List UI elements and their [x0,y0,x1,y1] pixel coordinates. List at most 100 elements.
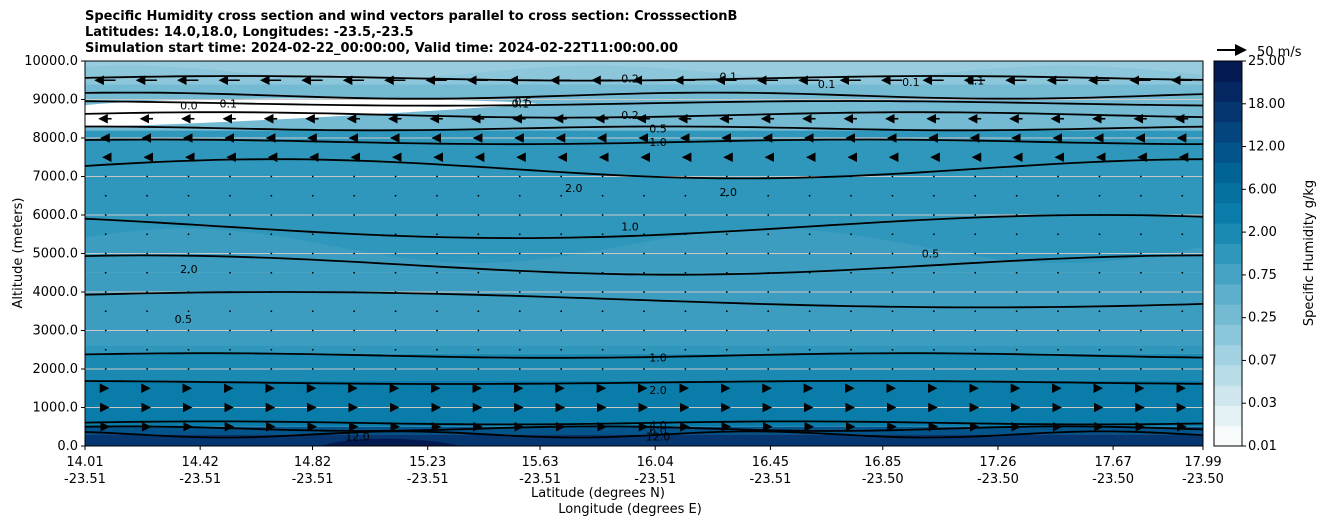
wind-dot [767,310,770,313]
wind-dot [394,271,397,274]
wind-dot [229,214,231,216]
contour-label: 0.5 [175,313,193,326]
wind-dot [436,233,438,236]
colorbar-tick-label: 0.75 [1248,268,1277,283]
colorbar-swatch [1214,344,1242,366]
wind-dot [932,291,935,293]
colorbar-tick-label: 0.01 [1248,439,1277,454]
wind-dot [684,233,687,236]
wind-dot [518,291,521,293]
wind-dot [684,214,687,216]
wind-dot [725,252,728,255]
wind-dot [932,329,935,332]
wind-dot [270,271,273,274]
wind-dot [891,194,894,197]
wind-dot [436,271,438,274]
wind-dot [229,291,231,293]
wind-dot [270,348,273,351]
wind-dot [601,271,604,274]
wind-dot [1181,329,1184,332]
wind-dot [394,175,397,178]
wind-dot [891,233,894,236]
wind-dot [725,348,728,351]
wind-dot [187,368,190,370]
wind-dot [1098,214,1101,216]
contour-line [85,352,1203,359]
wind-dot [808,348,811,351]
wind-dot [974,214,977,216]
contour-line [85,91,1203,100]
contour-line [85,100,1203,107]
wind-dot [1057,291,1059,293]
contour-label: 12.0 [646,430,671,443]
wind-dot [1057,194,1059,197]
wind-dot [436,175,438,178]
x-tick-label-latitude: 16.04 [637,455,674,470]
wind-dot [643,310,645,313]
wind-dot [560,310,563,313]
wind-dot [891,291,894,293]
wind-dot [436,214,438,216]
wind-dot [518,214,521,216]
wind-dot [767,214,770,216]
x-tick-label-latitude: 15.23 [409,455,446,470]
wind-dot [187,329,190,332]
wind-dot [518,175,521,178]
x-tick-label-latitude: 14.82 [294,455,331,470]
wind-dot [518,233,521,236]
wind-dot [767,175,770,178]
wind-dot [311,214,314,216]
wind-dot [850,329,852,332]
contour-label: 0.5 [649,122,667,135]
x-tick-label-latitude: 14.42 [182,455,219,470]
contour-line [85,430,1203,439]
contour-label: 1.0 [621,221,639,234]
wind-dot [1098,175,1101,178]
wind-dot [104,252,107,255]
wind-dot [270,368,273,370]
wind-dot [808,291,811,293]
contour-label: 12.0 [345,430,370,443]
wind-dot [353,233,356,236]
wind-dot [643,233,645,236]
wind-dot [725,329,728,332]
wind-dot [270,233,273,236]
wind-dot [394,214,397,216]
wind-dot [725,291,728,293]
wind-dot [684,368,687,370]
wind-dot [1181,233,1184,236]
y-tick-label: 1000.0 [33,401,79,416]
contour-label: 0.1 [818,78,836,91]
x-tick-label-latitude: 14.01 [66,455,103,470]
wind-dot [601,291,604,293]
wind-dot [850,194,852,197]
wind-dot [146,291,149,293]
x-tick-label-latitude: 16.85 [864,455,901,470]
wind-dot [1057,329,1059,332]
wind-dot [477,175,480,178]
title-line-3: Simulation start time: 2024-02-22_00:00:… [85,41,678,56]
x-tick-label-longitude: -23.50 [977,472,1019,487]
wind-dot [1139,175,1142,178]
wind-dot [1181,271,1184,274]
title-line-1: Specific Humidity cross section and wind… [85,9,738,24]
wind-dot [560,368,563,370]
x-tick-label-latitude: 17.67 [1095,455,1132,470]
wind-dot [1015,348,1018,351]
wind-dot [808,175,811,178]
wind-dot [187,214,190,216]
colorbar-swatch [1214,425,1242,447]
wind-dot [767,291,770,293]
wind-dot [187,233,190,236]
wind-dot [850,271,852,274]
wind-dot [850,175,852,178]
wind-dot [1057,214,1059,216]
wind-dot [518,194,521,197]
wind-dot [436,291,438,293]
wind-dot [1057,233,1059,236]
wind-dot [974,310,977,313]
wind-dot [767,233,770,236]
colorbar: 0.01 0.03 0.07 0.25 0.75 2.00 6.00 12.00 18.00 25… [1213,54,1285,454]
wind-dot [353,291,356,293]
